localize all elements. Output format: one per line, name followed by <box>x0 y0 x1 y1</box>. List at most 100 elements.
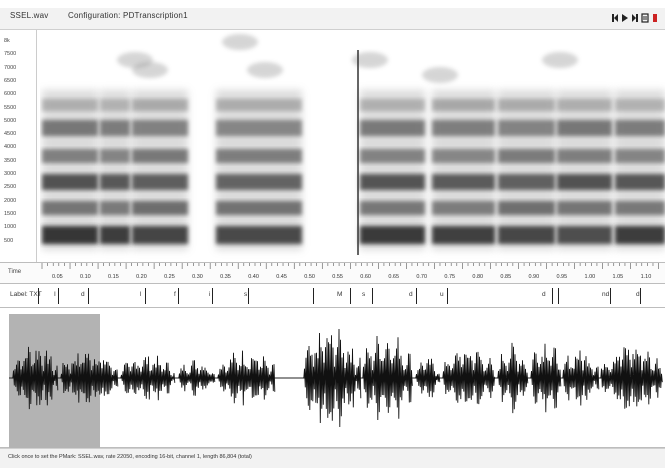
formant-band <box>432 174 495 190</box>
tier-segment-label: d <box>409 291 413 298</box>
play-selection-icon[interactable] <box>631 12 639 24</box>
rewind-icon[interactable] <box>611 12 619 24</box>
formant-band <box>42 174 98 190</box>
waveform-panel[interactable] <box>0 308 665 452</box>
waveform-burst <box>12 346 59 410</box>
time-tick-label: 0.60 <box>360 274 371 280</box>
tier-segment-label: l <box>140 291 142 298</box>
tier-segment-label: u <box>440 291 444 298</box>
formant-band <box>557 226 612 244</box>
formant-band <box>42 226 98 244</box>
waveform-burst <box>562 350 600 406</box>
formant-band <box>42 201 98 215</box>
tier-boundary[interactable] <box>640 288 641 304</box>
frequency-tick-label: 3000 <box>4 171 17 177</box>
time-tick-label: 0.40 <box>248 274 259 280</box>
formant-band <box>615 201 665 215</box>
spectral-energy <box>557 90 612 250</box>
noise-wisp <box>247 62 283 78</box>
formant-band <box>132 149 188 163</box>
frequency-tick-label: 4500 <box>4 131 17 138</box>
play-icon[interactable] <box>621 12 629 24</box>
waveform-burst <box>442 351 496 405</box>
time-ruler-ticks: 0.05 0.10 0.15 0.20 0.25 0.30 0.35 0.40 0.45 0.50… <box>41 263 659 280</box>
time-tick-label: 0.05 <box>52 274 63 280</box>
waveform-burst <box>217 350 276 406</box>
formant-band <box>557 120 612 136</box>
formant-band <box>132 99 188 111</box>
formant-band <box>100 99 130 111</box>
spectrogram-panel[interactable]: 8k 7500 7000 6500 6000 5500 5000 4500 4000 3500 30… <box>0 30 665 262</box>
formant-band <box>557 149 612 163</box>
spectral-energy <box>132 90 188 250</box>
formant-band <box>42 99 98 111</box>
formant-band <box>498 226 555 244</box>
formant-band <box>615 149 665 163</box>
tier-boundary[interactable] <box>145 288 146 304</box>
formant-band <box>132 226 188 244</box>
time-ruler[interactable]: Time 0.05 0.10 0.15 0.20 0.25 0.30 0.35 0.40 0.4… <box>0 262 665 284</box>
waveform-burst <box>415 358 441 398</box>
time-tick-label: 0.25 <box>164 274 175 280</box>
formant-band <box>216 99 302 111</box>
formant-band <box>132 201 188 215</box>
formant-band <box>216 149 302 163</box>
tier-boundary[interactable] <box>248 288 249 304</box>
formant-band <box>360 120 425 136</box>
tier-boundary[interactable] <box>558 288 559 304</box>
frequency-tick-label: 500 <box>4 237 14 244</box>
transport-controls <box>611 11 659 25</box>
frequency-tick-label: 5000 <box>4 117 17 124</box>
spectral-energy <box>216 90 302 250</box>
noise-wisp <box>422 67 458 83</box>
tier-boundary[interactable] <box>350 288 351 304</box>
time-ruler-label: Time <box>8 269 22 275</box>
formant-band <box>360 99 425 111</box>
frequency-tick-label: 2500 <box>4 184 17 191</box>
tier-boundary[interactable] <box>313 288 314 304</box>
spectral-energy <box>100 90 130 250</box>
tier-boundary[interactable] <box>178 288 179 304</box>
tier-boundary[interactable] <box>610 288 611 304</box>
tier-boundary[interactable] <box>212 288 213 304</box>
tier-boundary[interactable] <box>416 288 417 304</box>
time-tick-label: 1.00 <box>585 274 596 280</box>
tier-boundary[interactable] <box>552 288 553 304</box>
waveform-image[interactable] <box>0 308 665 448</box>
tier-boundary[interactable] <box>38 288 39 304</box>
edit-icon[interactable] <box>641 12 649 24</box>
formant-band <box>132 120 188 136</box>
tier-boundary[interactable] <box>88 288 89 304</box>
waveform-burst <box>120 355 176 401</box>
time-tick-label: 0.55 <box>332 274 343 280</box>
formant-band <box>360 149 425 163</box>
formant-band <box>498 120 555 136</box>
waveform-burst <box>600 347 663 409</box>
time-tick-label: 1.10 <box>641 274 652 280</box>
configuration-menu[interactable]: Configuration: PDTranscription1 <box>68 11 188 20</box>
formant-band <box>498 149 555 163</box>
spectrogram-image[interactable] <box>40 30 665 262</box>
formant-band <box>216 120 302 136</box>
formant-band <box>216 201 302 215</box>
formant-band <box>557 201 612 215</box>
formant-band <box>216 174 302 190</box>
menu-bar: SSEL.wav Configuration: PDTranscription1 <box>0 8 665 30</box>
tier-boundary[interactable] <box>58 288 59 304</box>
record-icon[interactable] <box>651 12 659 24</box>
tier-segment-label: d <box>542 291 546 298</box>
time-tick-label: 1.05 <box>613 274 624 280</box>
time-tick-label: 0.75 <box>444 274 455 280</box>
noise-wisp <box>222 34 258 50</box>
formant-band <box>100 226 130 244</box>
time-tick-label: 0.35 <box>220 274 231 280</box>
tier-boundary[interactable] <box>372 288 373 304</box>
file-menu[interactable]: SSEL.wav <box>10 11 49 20</box>
time-tick-label: 0.45 <box>276 274 287 280</box>
formant-band <box>432 120 495 136</box>
waveform-burst <box>530 343 562 413</box>
noise-wisp <box>352 52 388 68</box>
tier-boundary[interactable] <box>447 288 448 304</box>
